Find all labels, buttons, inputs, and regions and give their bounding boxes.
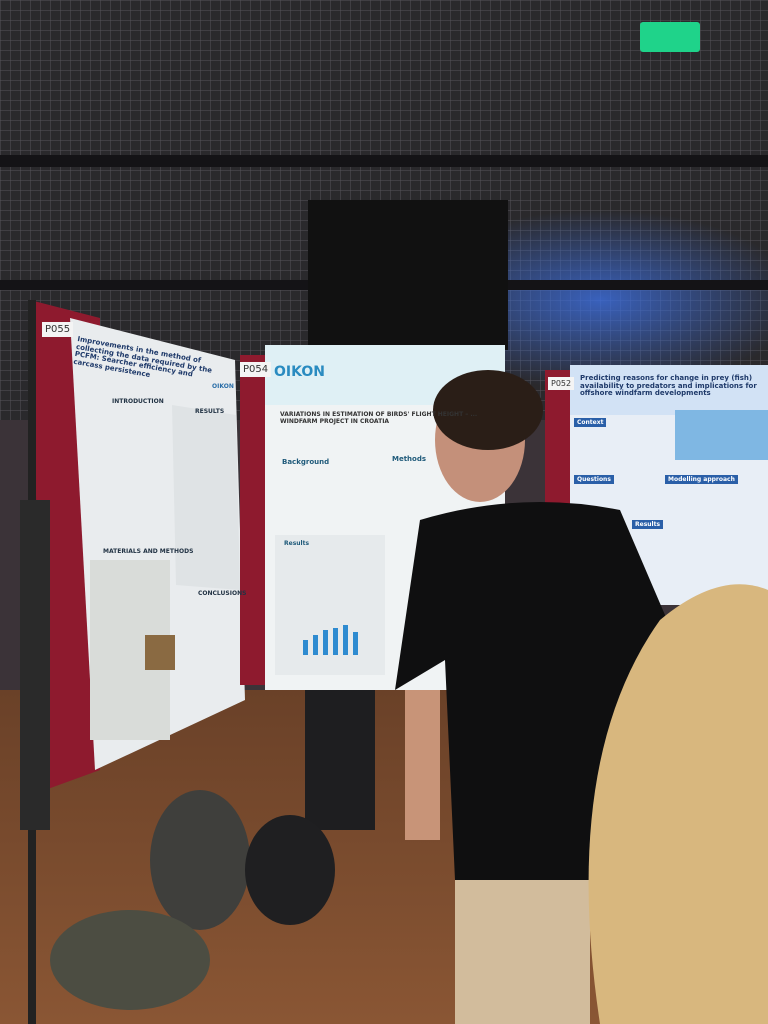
section-heading: INTRODUCTION bbox=[112, 398, 164, 405]
section-heading: Results bbox=[284, 540, 310, 547]
backpack bbox=[150, 790, 250, 930]
poster-figure bbox=[675, 410, 768, 460]
trousers bbox=[455, 860, 590, 1024]
poster-title: VARIATIONS IN ESTIMATION OF BIRDS' FLIGH… bbox=[280, 411, 478, 425]
person bbox=[20, 500, 50, 830]
section-heading: RESULTS bbox=[195, 408, 225, 415]
poster-code: P055 bbox=[42, 322, 74, 337]
exit-sign bbox=[640, 22, 700, 52]
poster-logo: OIKON bbox=[274, 364, 325, 380]
poster-panel bbox=[172, 405, 240, 590]
section-heading: MATERIALS AND METHODS bbox=[103, 548, 194, 555]
poster-header bbox=[570, 365, 768, 415]
section-heading: Methods bbox=[392, 455, 427, 463]
section-heading: Background bbox=[282, 458, 330, 466]
poster-logo: OIKON bbox=[212, 383, 234, 390]
blonde-hair bbox=[588, 584, 768, 1024]
section-heading: CONCLUSIONS bbox=[198, 590, 247, 597]
poster-title: Predicting reasons for change in prey (f… bbox=[580, 374, 757, 398]
section-heading: Context bbox=[574, 418, 607, 427]
section-heading: Results bbox=[632, 520, 664, 529]
hair bbox=[433, 370, 543, 450]
section-heading: Modelling approach bbox=[665, 475, 738, 484]
backpack bbox=[50, 910, 210, 1010]
poster-photo bbox=[145, 635, 175, 670]
poster-panel bbox=[275, 535, 385, 675]
poster-code: P052 bbox=[548, 377, 575, 390]
poster-code: P054 bbox=[240, 362, 272, 377]
poster-figure bbox=[303, 625, 358, 655]
arm bbox=[405, 690, 440, 840]
person bbox=[305, 690, 375, 830]
section-heading: Questions bbox=[574, 475, 614, 484]
backpack bbox=[245, 815, 335, 925]
pillar bbox=[308, 200, 508, 350]
beam bbox=[0, 155, 768, 167]
